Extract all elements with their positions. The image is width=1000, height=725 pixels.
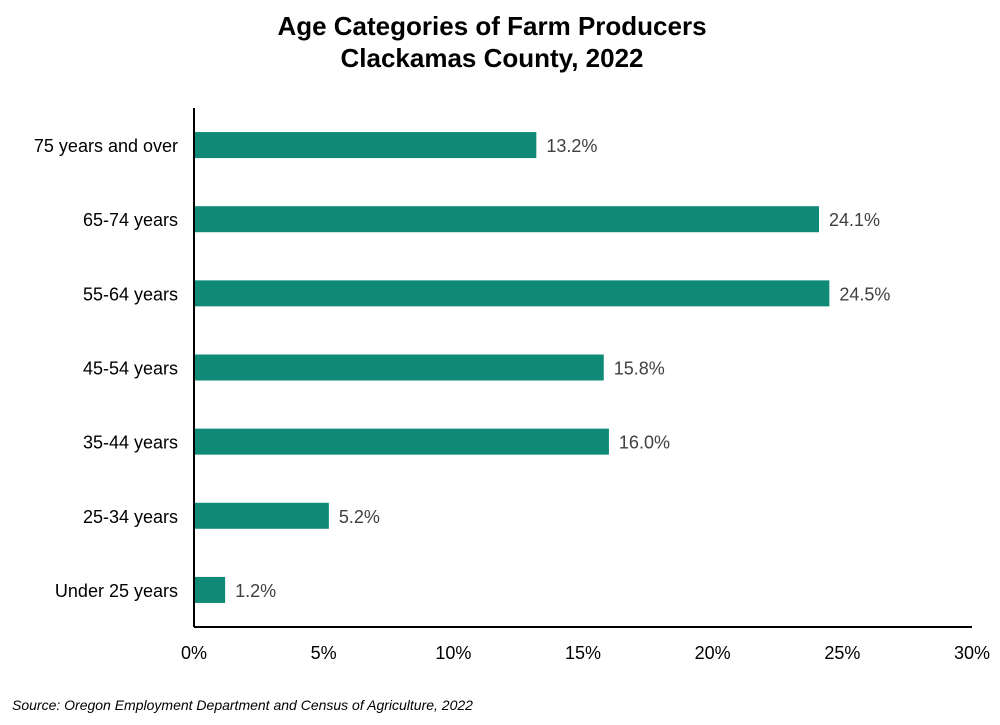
x-tick-label: 15% bbox=[565, 643, 601, 663]
category-label: 45-54 years bbox=[83, 359, 178, 379]
data-label: 13.2% bbox=[546, 136, 597, 156]
bar bbox=[194, 132, 537, 159]
category-label: 55-64 years bbox=[83, 284, 178, 304]
bar bbox=[194, 428, 609, 455]
x-tick-label: 10% bbox=[435, 643, 471, 663]
category-label: 25-34 years bbox=[83, 507, 178, 527]
x-tick-label: 25% bbox=[824, 643, 860, 663]
bar bbox=[194, 576, 226, 603]
data-label: 24.1% bbox=[829, 210, 880, 230]
data-label: 5.2% bbox=[339, 507, 380, 527]
category-label: 75 years and over bbox=[34, 136, 178, 156]
x-tick-label: 30% bbox=[954, 643, 990, 663]
chart-subtitle: Clackamas County, 2022 bbox=[340, 43, 644, 73]
bar bbox=[194, 280, 830, 307]
category-label: 65-74 years bbox=[83, 210, 178, 230]
x-tick-label: 20% bbox=[695, 643, 731, 663]
data-label: 24.5% bbox=[839, 284, 890, 304]
category-label: 35-44 years bbox=[83, 433, 178, 453]
bar bbox=[194, 206, 819, 233]
data-label: 16.0% bbox=[619, 433, 670, 453]
data-label: 15.8% bbox=[614, 359, 665, 379]
x-tick-label: 5% bbox=[311, 643, 337, 663]
bar bbox=[194, 502, 329, 529]
source-note: Source: Oregon Employment Department and… bbox=[12, 697, 473, 713]
category-label: Under 25 years bbox=[55, 581, 178, 601]
chart-title: Age Categories of Farm Producers bbox=[277, 11, 707, 41]
bar bbox=[194, 354, 604, 381]
data-label: 1.2% bbox=[235, 581, 276, 601]
x-tick-label: 0% bbox=[181, 643, 207, 663]
